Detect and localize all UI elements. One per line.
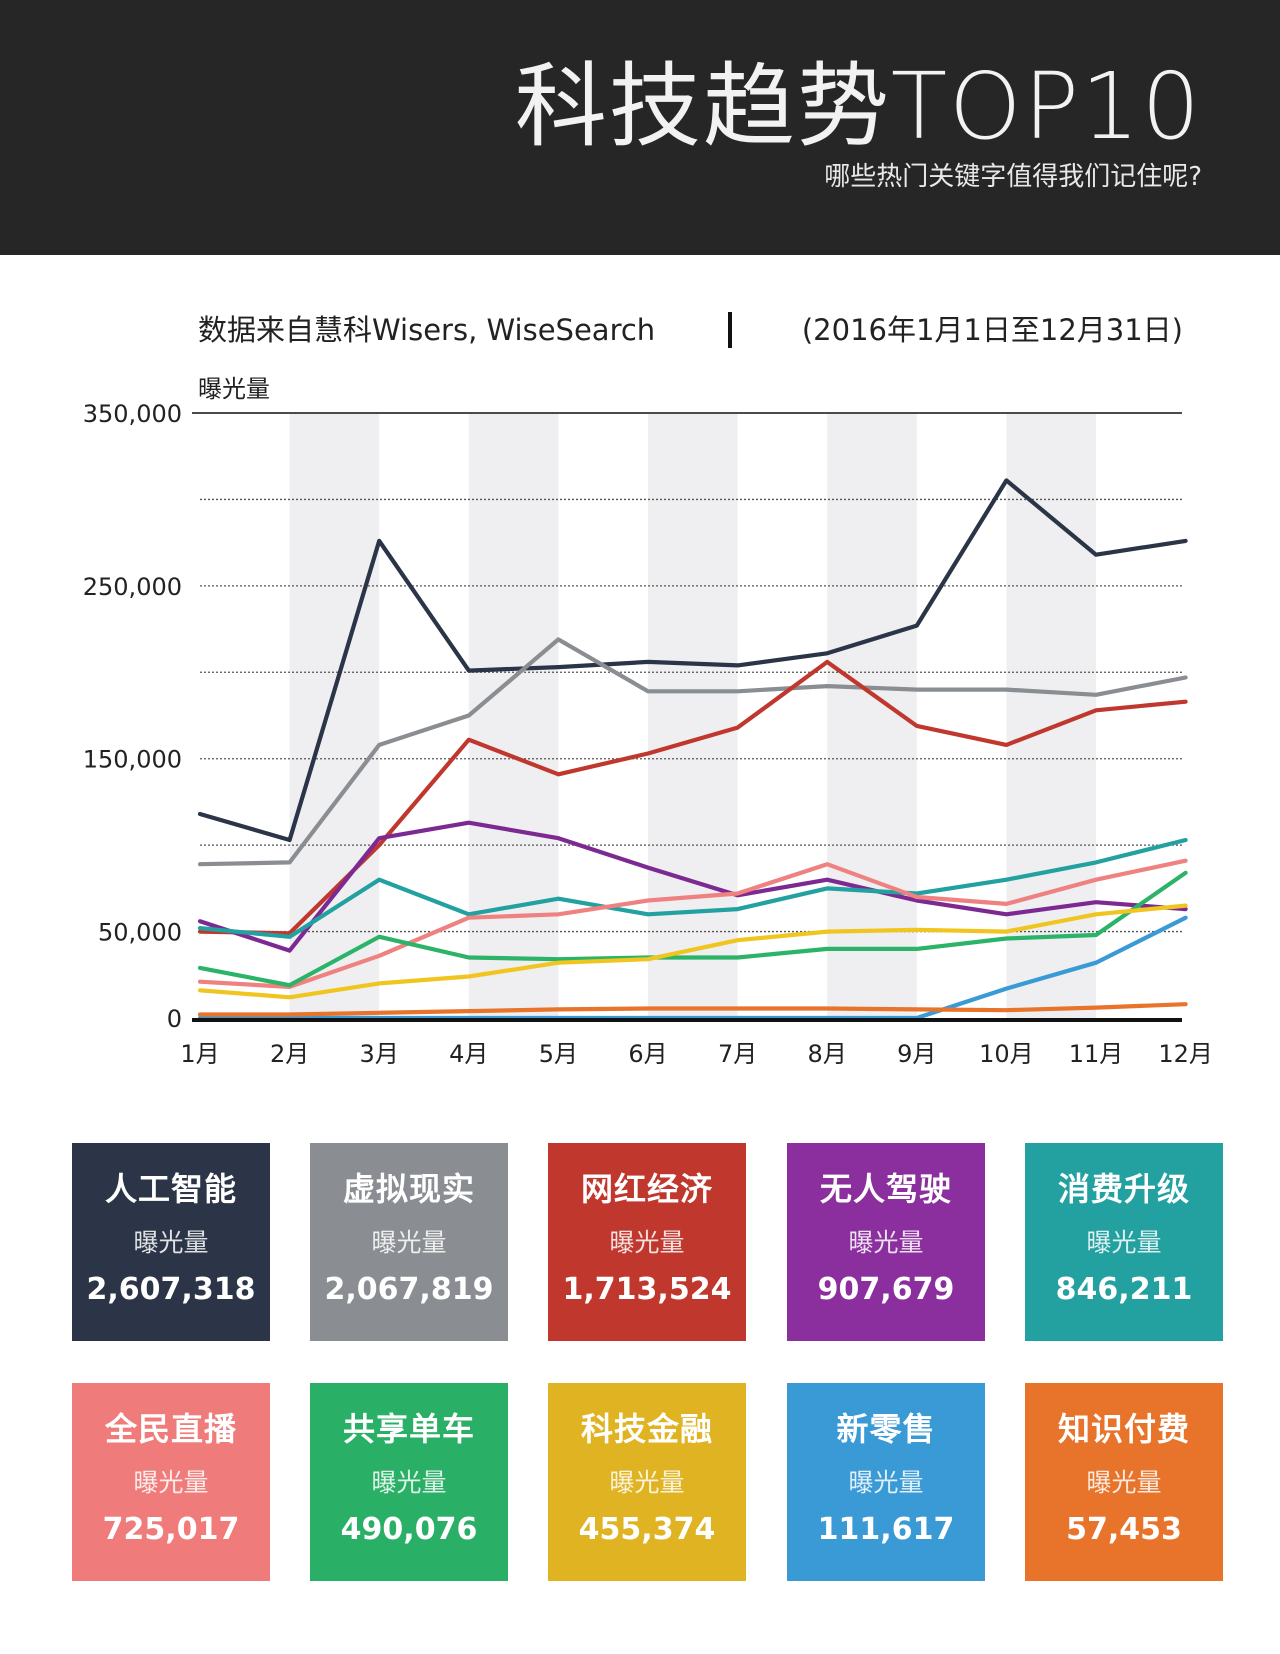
keyword-card: 科技金融曝光量 455,374 bbox=[548, 1383, 746, 1581]
column-band bbox=[468, 413, 559, 1018]
series-line-全民直播 bbox=[197, 858, 1188, 990]
card-metric-label: 曝光量 bbox=[1086, 1468, 1162, 1497]
x-tick-label: 9月 bbox=[897, 1040, 936, 1068]
keyword-card: 共享单车曝光量 490,076 bbox=[310, 1383, 508, 1581]
card-metric-label: 曝光量 bbox=[609, 1468, 685, 1497]
keyword-card: 新零售曝光量 111,617 bbox=[787, 1383, 985, 1581]
keyword-cards: 人工智能曝光量 2,607,318 虚拟现实曝光量 2,067,819 网红经济曝光量 1… bbox=[72, 1143, 1224, 1583]
card-metric-label: 曝光量 bbox=[848, 1228, 924, 1257]
page-title: 科技趋势TOP10 bbox=[514, 53, 1202, 160]
y-axis-label: 曝光量 bbox=[198, 375, 270, 403]
card-value: 2,067,819 bbox=[324, 1272, 494, 1307]
keyword-card: 无人驾驶曝光量 907,679 bbox=[787, 1143, 985, 1341]
card-value: 490,076 bbox=[340, 1512, 478, 1547]
card-keyword: 消费升级 bbox=[1057, 1170, 1190, 1208]
data-source-text: 数据来自慧科Wisers, WiseSearch bbox=[198, 313, 656, 347]
x-tick-label: 7月 bbox=[718, 1040, 757, 1068]
card-metric-label: 曝光量 bbox=[848, 1468, 924, 1497]
x-tick-label: 12月 bbox=[1158, 1040, 1213, 1068]
series-line-无人驾驶 bbox=[197, 820, 1188, 953]
line-chart: 0 50,000 150,000 250,000 350,000 1月 2月 3月 4月 5月 6月… bbox=[83, 400, 1213, 1068]
x-tick-label: 10月 bbox=[979, 1040, 1034, 1068]
card-metric-label: 曝光量 bbox=[133, 1468, 209, 1497]
date-range-text: (2016年1月1日至12月31日) bbox=[801, 313, 1183, 347]
keyword-card: 全民直播曝光量 725,017 bbox=[72, 1383, 270, 1581]
column-band bbox=[648, 413, 738, 1018]
series-line-虚拟现实 bbox=[197, 637, 1188, 867]
card-value: 725,017 bbox=[102, 1512, 240, 1547]
card-keyword: 新零售 bbox=[836, 1410, 936, 1448]
y-tick-label: 250,000 bbox=[83, 573, 182, 601]
card-keyword: 网红经济 bbox=[580, 1170, 713, 1208]
card-value: 907,679 bbox=[817, 1272, 955, 1307]
series-line-消费升级 bbox=[197, 837, 1188, 939]
series-line-共享单车 bbox=[197, 870, 1188, 988]
x-tick-label: 2月 bbox=[270, 1040, 309, 1068]
card-keyword: 科技金融 bbox=[580, 1410, 713, 1448]
keyword-card: 消费升级曝光量 846,211 bbox=[1025, 1143, 1223, 1341]
separator-bar bbox=[728, 312, 732, 348]
keyword-card: 知识付费曝光量 57,453 bbox=[1025, 1383, 1223, 1581]
series-line-知识付费 bbox=[197, 1002, 1188, 1017]
card-metric-label: 曝光量 bbox=[371, 1228, 447, 1257]
card-keyword: 无人驾驶 bbox=[819, 1170, 952, 1208]
keyword-card: 人工智能曝光量 2,607,318 bbox=[72, 1143, 270, 1341]
page-subtitle: 哪些热门关键字值得我们记住呢? bbox=[824, 162, 1202, 192]
series-line-科技金融 bbox=[197, 903, 1188, 1000]
card-value: 1,713,524 bbox=[562, 1272, 732, 1307]
series-line-人工智能 bbox=[197, 478, 1188, 843]
card-metric-label: 曝光量 bbox=[133, 1228, 209, 1257]
card-metric-label: 曝光量 bbox=[609, 1228, 685, 1257]
header-banner: 科技趋势TOP10 哪些热门关键字值得我们记住呢? bbox=[0, 0, 1280, 255]
x-tick-label: 3月 bbox=[360, 1040, 399, 1068]
x-tick-label: 4月 bbox=[449, 1040, 488, 1068]
x-tick-label: 5月 bbox=[539, 1040, 578, 1068]
y-tick-label: 50,000 bbox=[98, 919, 182, 947]
card-keyword: 共享单车 bbox=[342, 1410, 475, 1448]
card-keyword: 全民直播 bbox=[104, 1410, 237, 1448]
y-tick-label: 0 bbox=[167, 1005, 182, 1033]
x-tick-label: 11月 bbox=[1069, 1040, 1124, 1068]
x-tick-label: 8月 bbox=[808, 1040, 847, 1068]
keyword-card: 网红经济曝光量 1,713,524 bbox=[548, 1143, 746, 1341]
card-keyword: 虚拟现实 bbox=[342, 1170, 475, 1208]
source-row: 数据来自慧科Wisers, WiseSearch (2016年1月1日至12月3… bbox=[198, 310, 1183, 350]
card-value: 111,617 bbox=[817, 1512, 955, 1547]
y-tick-label: 350,000 bbox=[83, 400, 182, 428]
x-tick-label: 1月 bbox=[180, 1040, 219, 1068]
card-value: 2,607,318 bbox=[86, 1272, 256, 1307]
card-value: 455,374 bbox=[578, 1512, 716, 1547]
card-value: 846,211 bbox=[1055, 1272, 1193, 1307]
card-metric-label: 曝光量 bbox=[371, 1468, 447, 1497]
x-tick-label: 6月 bbox=[628, 1040, 667, 1068]
card-metric-label: 曝光量 bbox=[1086, 1228, 1162, 1257]
keyword-card: 虚拟现实曝光量 2,067,819 bbox=[310, 1143, 508, 1341]
y-tick-label: 150,000 bbox=[83, 746, 182, 774]
card-value: 57,453 bbox=[1066, 1512, 1182, 1547]
card-keyword: 知识付费 bbox=[1057, 1410, 1190, 1448]
card-keyword: 人工智能 bbox=[104, 1170, 237, 1208]
